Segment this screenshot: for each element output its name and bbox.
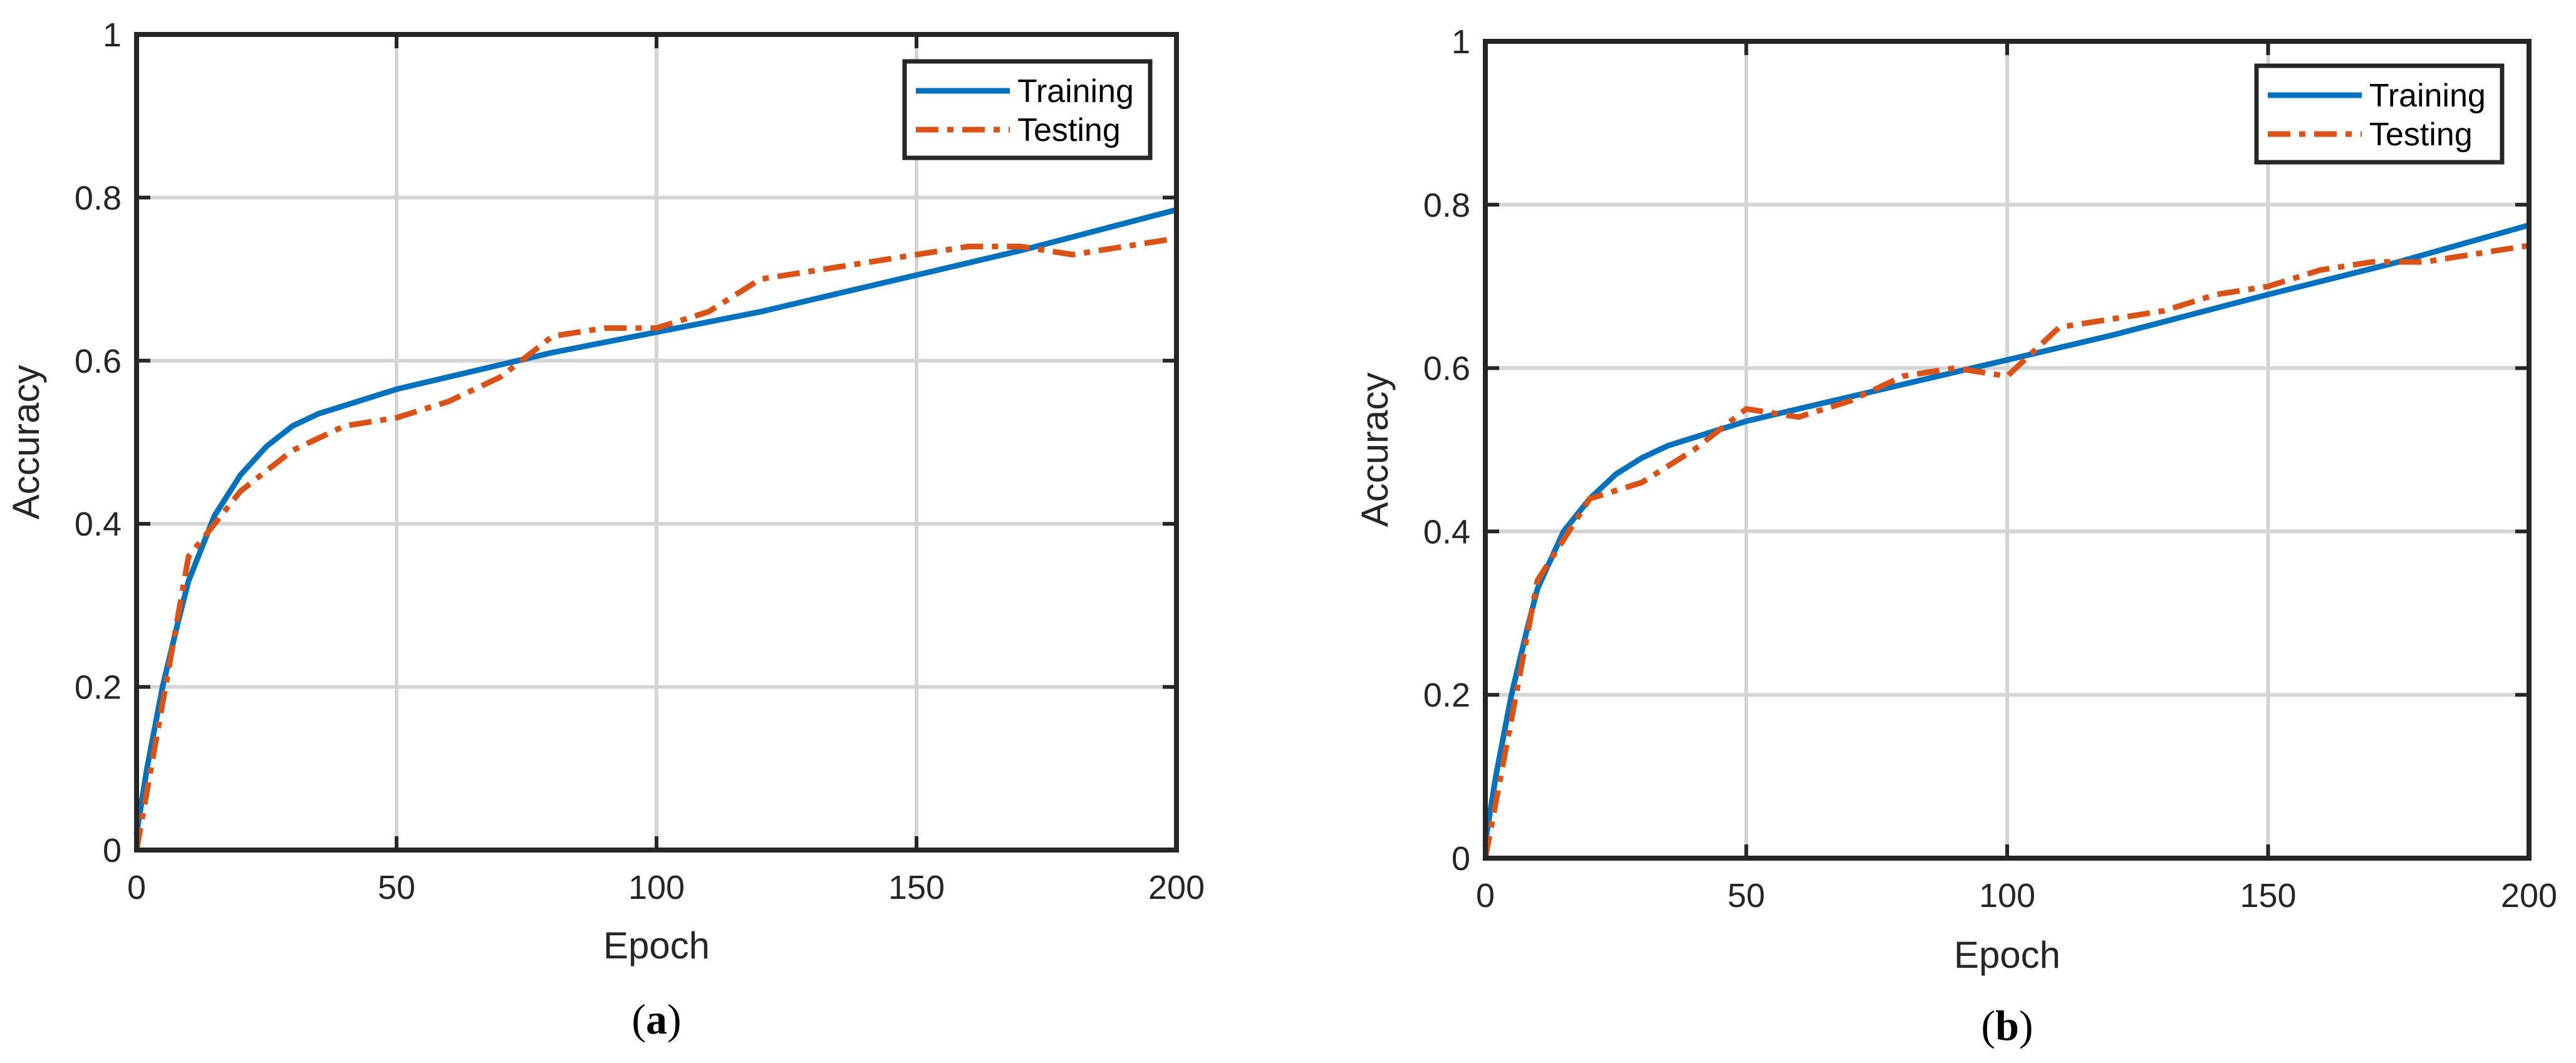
chart-panel-b: 0 50 100 150 200 0 0.2 0.4 0.6 0.8 1 Epoch Accuracy T…	[1354, 23, 2557, 1049]
panel-label: (a)	[631, 995, 681, 1043]
y-tick-label: 0.6	[75, 343, 122, 380]
series-line-testing	[1482, 242, 2530, 859]
y-tick-label: 0.4	[1423, 513, 1470, 551]
chart-panel-a: 0 50 100 150 200 0 0.2 0.4 0.6 0.8 1 Epoch Accuracy T…	[5, 16, 1205, 1043]
x-tick-label: 0	[127, 869, 146, 906]
x-tick-label: 100	[628, 869, 685, 906]
series-line-testing	[133, 236, 1177, 851]
y-tick-label: 0.6	[1423, 350, 1470, 388]
legend-label-training: Training	[2369, 78, 2486, 114]
legend-box	[2254, 63, 2505, 165]
legend-label-training: Training	[1017, 73, 1134, 110]
x-axis-label: Epoch	[603, 925, 710, 967]
x-tick-label: 200	[1148, 869, 1205, 906]
legend-label-testing: Testing	[1017, 112, 1121, 148]
y-tick-label: 1	[103, 16, 122, 54]
legend-label-testing: Testing	[2369, 117, 2473, 153]
x-tick-label: 50	[1727, 877, 1765, 915]
x-axis-label: Epoch	[1954, 934, 2060, 976]
panel-label: (b)	[1981, 1002, 2033, 1049]
x-tick-label: 200	[2501, 877, 2557, 915]
y-tick-label: 0.4	[75, 506, 122, 543]
y-tick-label: 0	[103, 832, 122, 869]
y-tick-label: 0.8	[1423, 187, 1470, 224]
y-tick-label: 0.8	[75, 179, 122, 217]
y-axis-label: Accuracy	[1354, 373, 1396, 527]
legend-box	[902, 59, 1153, 160]
y-tick-label: 0.2	[75, 669, 122, 707]
x-tick-label: 100	[1979, 877, 2035, 915]
x-tick-label: 150	[888, 869, 945, 906]
x-tick-label: 0	[1476, 877, 1495, 915]
x-tick-label: 50	[378, 869, 415, 906]
y-tick-label: 0.2	[1423, 677, 1470, 714]
y-tick-label: 0	[1452, 840, 1470, 878]
y-axis-label: Accuracy	[5, 365, 47, 520]
x-tick-label: 150	[2240, 877, 2296, 915]
y-tick-label: 1	[1452, 23, 1470, 61]
